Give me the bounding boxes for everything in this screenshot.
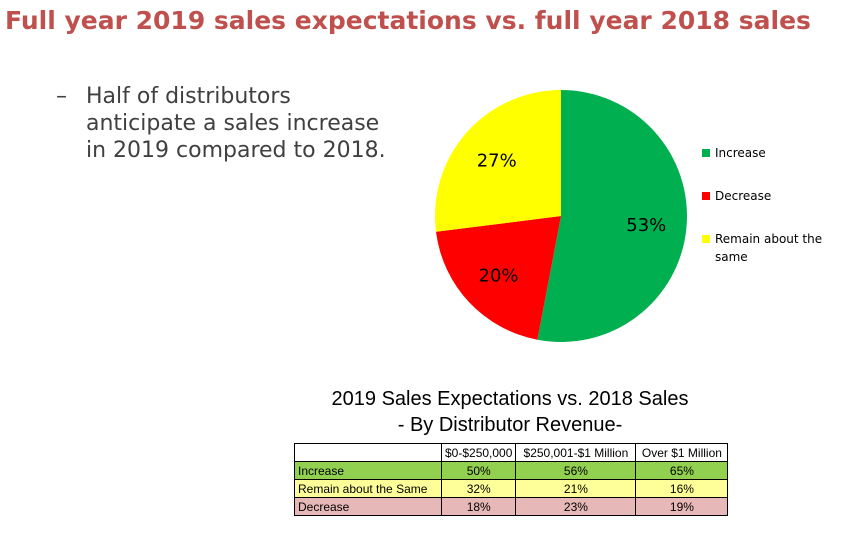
table-header-row: $0-$250,000 $250,001-$1 Million Over $1 … bbox=[294, 443, 729, 462]
table-subtitle: - By Distributor Revenue- bbox=[397, 414, 623, 436]
bullet-point: – Half of distributors anticipate a sale… bbox=[56, 83, 396, 164]
page-title: Full year 2019 sales expectations vs. fu… bbox=[5, 6, 811, 35]
table-cell: 19% bbox=[635, 497, 729, 516]
legend-label-same: Remain about the same bbox=[715, 232, 823, 264]
pie-slice-remain-about-the-same bbox=[435, 90, 561, 232]
legend-swatch-same bbox=[702, 235, 710, 243]
table-cell: 23% bbox=[515, 497, 637, 516]
pie-slice-decrease bbox=[435, 216, 561, 340]
row-label: Remain about the Same bbox=[294, 479, 442, 498]
pie-data-label: 53% bbox=[626, 215, 666, 236]
bullet-dash: – bbox=[56, 84, 67, 109]
table-cell: 32% bbox=[440, 479, 517, 498]
table-cell: 16% bbox=[635, 479, 729, 498]
table-row: Remain about the Same 32% 21% 16% bbox=[294, 479, 729, 498]
pie-data-label: 27% bbox=[477, 150, 517, 171]
expectations-table: $0-$250,000 $250,001-$1 Million Over $1 … bbox=[294, 443, 729, 516]
row-label: Increase bbox=[294, 461, 442, 480]
legend-label-increase: Increase bbox=[715, 146, 766, 160]
table-cell: 50% bbox=[440, 461, 517, 480]
table-cell: 21% bbox=[515, 479, 637, 498]
table-header-cell: Over $1 Million bbox=[635, 443, 729, 462]
table-row: Decrease 18% 23% 19% bbox=[294, 497, 729, 516]
table-cell: 18% bbox=[440, 497, 517, 516]
legend-swatch-increase bbox=[702, 149, 710, 157]
table-row: Increase 50% 56% 65% bbox=[294, 461, 729, 480]
row-label: Decrease bbox=[294, 497, 442, 516]
table-header-cell bbox=[294, 443, 442, 462]
pie-slice-increase bbox=[537, 90, 687, 342]
legend-label-decrease: Decrease bbox=[715, 189, 772, 203]
table-cell: 56% bbox=[515, 461, 637, 480]
table-cell: 65% bbox=[635, 461, 729, 480]
bullet-text: Half of distributors anticipate a sales … bbox=[86, 84, 386, 163]
table-title: 2019 Sales Expectations vs. 2018 Sales bbox=[331, 388, 689, 410]
table-header-cell: $0-$250,000 bbox=[440, 443, 517, 462]
table-header-cell: $250,001-$1 Million bbox=[515, 443, 637, 462]
pie-data-label: 20% bbox=[479, 266, 519, 287]
legend-swatch-decrease bbox=[702, 192, 710, 200]
